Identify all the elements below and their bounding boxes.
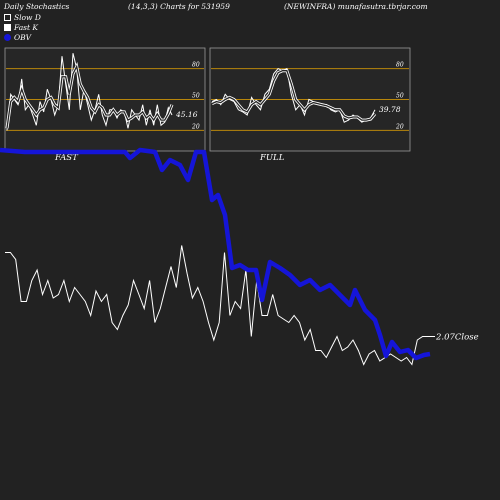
full-slow-d-line — [211, 70, 376, 121]
legend-fast-k-label: Fast K — [14, 23, 39, 32]
close-price-line — [5, 245, 428, 366]
fast-panel-label: FAST — [54, 153, 79, 163]
fast-last-value: 45.16 — [175, 110, 198, 119]
slow-d-swatch-icon — [4, 14, 11, 21]
full-panel-label: FULL — [259, 153, 285, 163]
obv-line — [0, 147, 431, 361]
fast-k-swatch-icon — [4, 24, 11, 31]
obv-swatch-icon — [4, 34, 11, 41]
fast-tick-label: 80 — [192, 62, 200, 69]
chart-symbol: (NEWINFRA) munafasutra.tbrjar.com — [284, 2, 428, 11]
fast-tick-label: 20 — [191, 123, 200, 130]
legend-obv-label: OBV — [14, 33, 32, 42]
full-fast-k-line — [211, 67, 376, 123]
legend-slow-d: Slow D — [4, 13, 41, 22]
full-last-value: 39.78 — [379, 105, 401, 114]
fast-tick-label: 50 — [192, 93, 200, 100]
full-tick-label: 20 — [395, 123, 404, 130]
full-tick-label: 50 — [396, 93, 404, 100]
close-value-label: 2.07Close — [435, 333, 479, 343]
fast-slow-d-line — [6, 64, 173, 129]
legend-fast-k: Fast K — [4, 23, 38, 32]
full-tick-label: 80 — [396, 62, 404, 69]
chart-title: Daily Stochastics — [4, 2, 70, 11]
legend-obv: OBV — [4, 33, 31, 42]
chart-params: (14,3,3) Charts for 531959 — [128, 2, 230, 11]
legend-slow-d-label: Slow D — [14, 13, 41, 22]
